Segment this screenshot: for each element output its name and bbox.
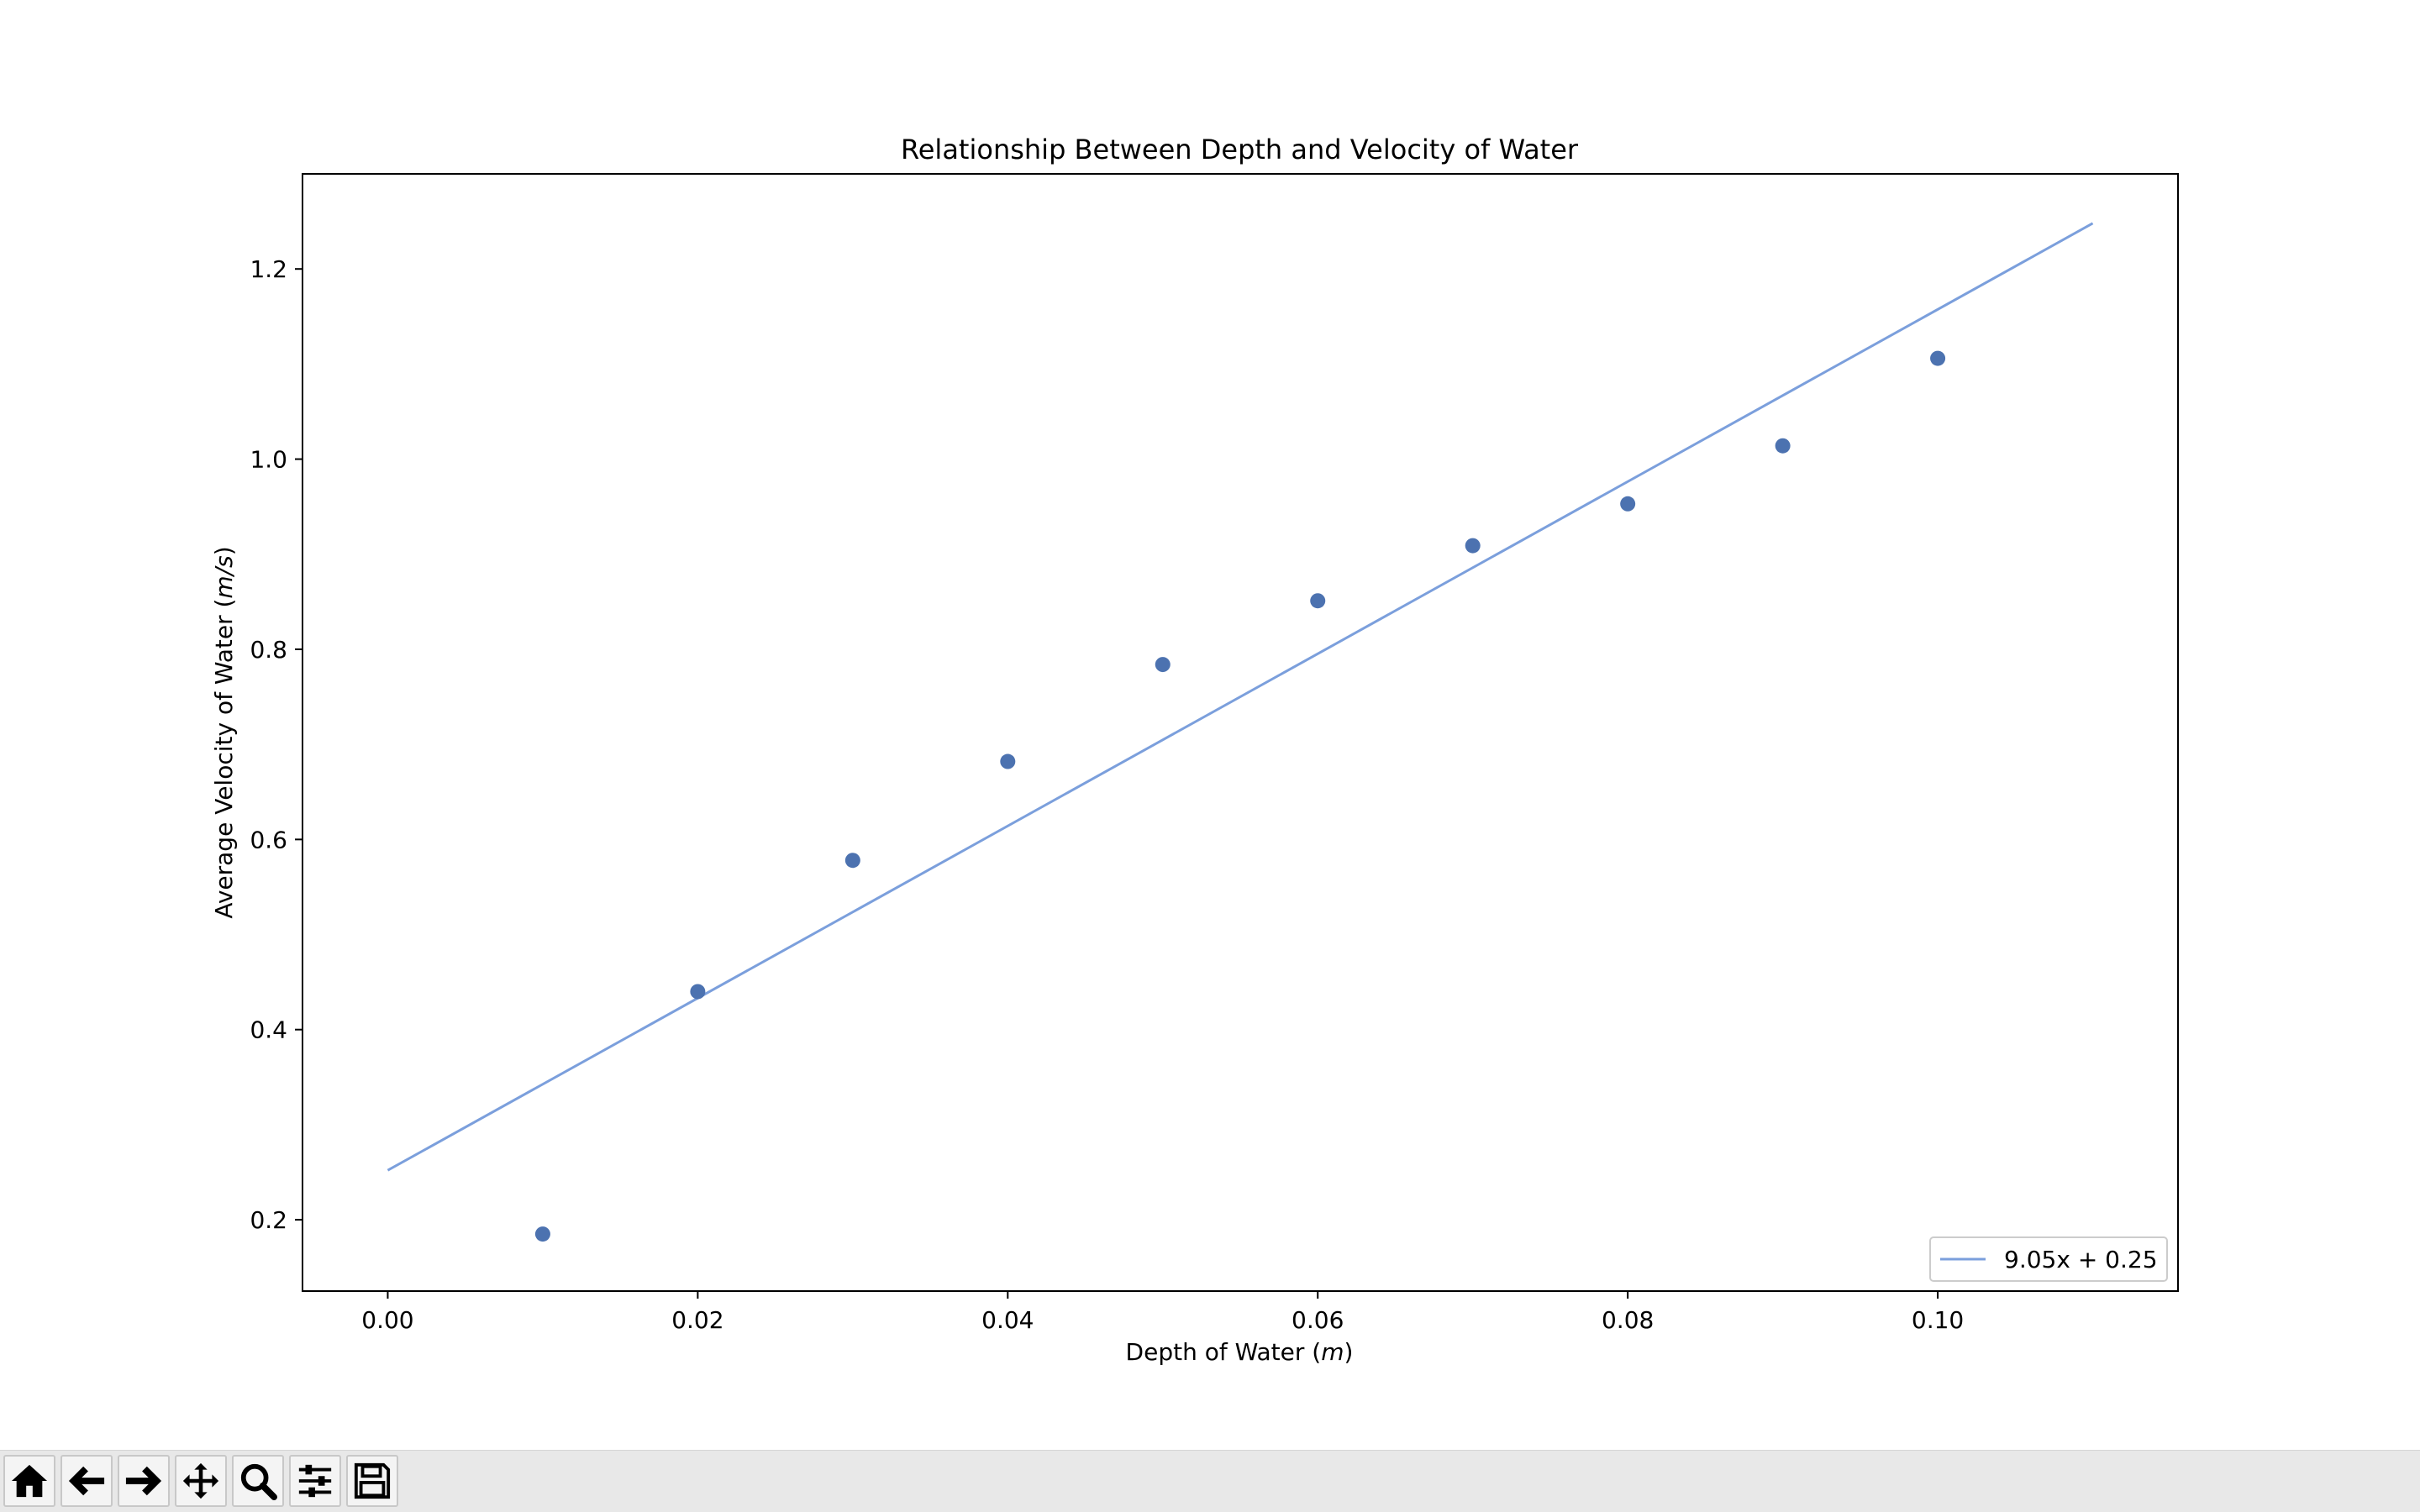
data-point <box>1000 753 1016 769</box>
y-tick-label: 0.6 <box>250 826 287 853</box>
data-point <box>1155 657 1171 673</box>
y-tick-label: 0.4 <box>250 1016 287 1044</box>
data-point <box>690 984 706 1000</box>
axes-frame <box>302 173 2179 1292</box>
save-button[interactable] <box>346 1455 398 1507</box>
x-axis: 0.00 0.02 0.04 0.06 0.08 0.10 <box>361 1291 1964 1334</box>
data-point <box>844 853 860 869</box>
plot-area <box>387 222 2094 1242</box>
y-tick-label: 0.2 <box>250 1206 287 1234</box>
x-tick-label: 0.00 <box>361 1306 413 1334</box>
floppy-disk-icon <box>354 1462 391 1499</box>
figure: Relationship Between Depth and Velocity … <box>210 134 2179 1366</box>
data-point <box>534 1226 550 1242</box>
data-point <box>1930 350 1946 366</box>
x-tick-label: 0.06 <box>1292 1306 1344 1334</box>
x-axis-label: Depth of Water (m) <box>1126 1338 1354 1366</box>
data-point <box>1620 496 1636 512</box>
y-tick-label: 1.2 <box>250 255 287 283</box>
y-axis: 0.2 0.4 0.6 0.8 1.0 1.2 <box>250 255 302 1234</box>
x-tick-label: 0.08 <box>1602 1306 1654 1334</box>
chart-title: Relationship Between Depth and Velocity … <box>901 134 1579 165</box>
data-point <box>1310 593 1326 609</box>
fit-line <box>387 222 2094 1172</box>
arrow-left-icon <box>68 1466 105 1496</box>
y-tick-label: 1.0 <box>250 446 287 474</box>
navigation-toolbar <box>0 1450 2420 1512</box>
zoom-button[interactable] <box>232 1455 284 1507</box>
magnifier-icon <box>240 1463 277 1500</box>
x-tick-label: 0.04 <box>981 1306 1034 1334</box>
x-tick-label: 0.02 <box>671 1306 723 1334</box>
sliders-icon <box>298 1464 332 1498</box>
y-tick-label: 0.8 <box>250 636 287 664</box>
back-button[interactable] <box>60 1455 113 1507</box>
legend: 9.05x + 0.25 <box>1929 1236 2168 1282</box>
forward-button[interactable] <box>118 1455 170 1507</box>
data-point <box>1465 538 1481 554</box>
data-point <box>1775 438 1791 454</box>
home-button[interactable] <box>3 1455 55 1507</box>
chart: Relationship Between Depth and Velocity … <box>210 134 2179 1366</box>
legend-box <box>1929 1236 2168 1282</box>
home-icon <box>11 1464 48 1498</box>
x-tick-label: 0.10 <box>1912 1306 1964 1334</box>
legend-label: 9.05x + 0.25 <box>2004 1246 2158 1273</box>
configure-subplots-button[interactable] <box>289 1455 341 1507</box>
move-icon <box>182 1462 219 1499</box>
arrow-right-icon <box>125 1466 162 1496</box>
y-axis-label: Average Velocity of Water (m/s) <box>210 546 238 918</box>
pan-button[interactable] <box>175 1455 227 1507</box>
